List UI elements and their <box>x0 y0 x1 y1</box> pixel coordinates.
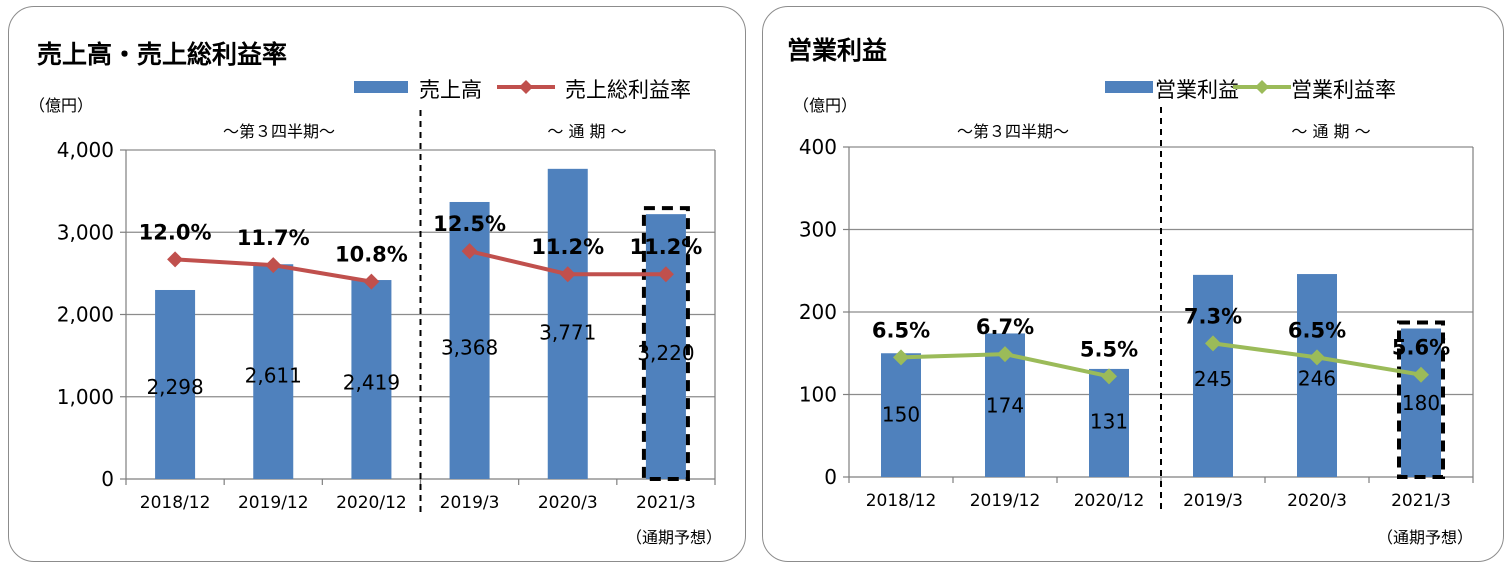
bar-value-label: 3,368 <box>441 335 498 359</box>
margin-value-label: 11.2% <box>629 235 702 259</box>
y-tick-label: 4,000 <box>57 138 114 162</box>
bar-value-label: 3,771 <box>539 320 596 344</box>
bar-2021/3 <box>645 214 686 479</box>
bar-value-label: 246 <box>1298 367 1336 391</box>
margin-point-2019/3 <box>1205 335 1221 352</box>
margin-point-2021/3 <box>657 266 674 283</box>
margin-value-label: 5.5% <box>1080 337 1138 361</box>
x-tick-label: 2019/3 <box>440 493 500 513</box>
y-tick-label: 1,000 <box>57 385 114 409</box>
y-tick-label: 2,000 <box>57 303 114 327</box>
bar-value-label: 245 <box>1194 367 1232 391</box>
bar-value-label: 2,298 <box>146 375 203 399</box>
margin-point-2018/12 <box>167 251 184 268</box>
margin-point-2021/3 <box>1413 366 1429 383</box>
bar-2018/12 <box>881 353 921 477</box>
bar-value-label: 180 <box>1402 391 1440 415</box>
legend-line-marker <box>1255 80 1269 94</box>
bar-2018/12 <box>155 289 196 479</box>
bar-value-label: 3,220 <box>637 341 694 365</box>
margin-value-label: 11.2% <box>531 235 604 259</box>
margin-value-label: 6.5% <box>1288 318 1346 342</box>
margin-point-2020/3 <box>1309 349 1325 366</box>
margin-point-2019/12 <box>997 346 1013 363</box>
x-tick-label: 2020/3 <box>538 493 598 513</box>
margin-point-2019/3 <box>461 243 478 260</box>
x-tick-label: 2018/12 <box>140 493 211 513</box>
y-tick-label: 200 <box>799 300 837 324</box>
bar-2020/3 <box>547 168 588 479</box>
bar-2021/3 <box>1401 328 1441 477</box>
bar-value-label: 2,611 <box>245 363 302 387</box>
x-tick-label: 2020/12 <box>336 493 407 513</box>
group-label-annual: ～ 通 期 ～ <box>547 122 626 141</box>
group-label-annual: ～ 通 期 ～ <box>1291 122 1370 141</box>
x-tick-label: 2020/3 <box>1287 491 1347 511</box>
margin-value-label: 6.5% <box>872 318 930 342</box>
x-tick-label: 2021/3 <box>1391 491 1451 511</box>
margin-value-label: 12.0% <box>139 220 212 244</box>
legend-line-label: 売上総利益率 <box>565 78 691 102</box>
margin-point-2018/12 <box>893 349 909 366</box>
bar-value-label: 174 <box>986 393 1024 417</box>
x-tick-label: 2018/12 <box>866 491 937 511</box>
margin-point-2020/12 <box>363 273 380 290</box>
group-label-quarterly: ～第３四半期～ <box>957 122 1069 141</box>
operating-profit-chart-panel: 営業利益 （億円） 営業利益 営業利益率 0 100 200 300 400 ～第３四半期～～ 通… <box>762 6 1504 562</box>
x-tick-label: 2019/12 <box>238 493 309 513</box>
bar-2020/3 <box>1297 274 1337 477</box>
chart-title: 営業利益 <box>787 36 887 65</box>
bar-value-label: 150 <box>882 402 920 426</box>
legend-bar-label: 営業利益 <box>1155 78 1239 102</box>
margin-value-label: 6.7% <box>976 315 1034 339</box>
forecast-note: （通期予想） <box>1377 528 1473 547</box>
bar-value-label: 2,419 <box>343 370 400 394</box>
bar-2020/12 <box>351 280 392 479</box>
sales-chart-panel: 売上高・売上総利益率 （億円） 売上高 売上総利益率 0 1,000 2,000 3,000 4… <box>8 6 746 562</box>
bar-2019/3 <box>1193 274 1233 477</box>
margin-value-label: 11.7% <box>237 226 310 250</box>
x-tick-label: 2019/3 <box>1183 491 1243 511</box>
sales-chart-svg: 売上高・売上総利益率 （億円） 売上高 売上総利益率 0 1,000 2,000 3,000 4… <box>29 40 722 547</box>
y-tick-label: 3,000 <box>57 220 114 244</box>
chart-title: 売上高・売上総利益率 <box>37 40 287 69</box>
legend-bar-swatch <box>354 81 408 93</box>
x-tick-label: 2020/12 <box>1074 491 1145 511</box>
y-tick-label: 0 <box>824 465 837 489</box>
forecast-highlight-box <box>1397 320 1445 479</box>
legend-line-label: 営業利益率 <box>1291 78 1396 102</box>
bar-2020/12 <box>1089 368 1129 477</box>
margin-point-2020/12 <box>1101 368 1117 385</box>
forecast-note: （通期予想） <box>626 528 722 547</box>
x-tick-label: 2019/12 <box>970 491 1041 511</box>
forecast-highlight-box <box>641 206 690 481</box>
y-tick-label: 300 <box>799 218 837 242</box>
margin-value-label: 12.5% <box>433 212 506 236</box>
y-tick-label: 100 <box>799 383 837 407</box>
x-tick-label: 2021/3 <box>636 493 696 513</box>
legend-bar-label: 売上高 <box>419 78 482 102</box>
y-tick-label: 400 <box>799 135 837 159</box>
margin-point-2020/3 <box>559 266 576 283</box>
legend-bar-swatch <box>1105 81 1153 93</box>
legend-line-marker <box>519 80 533 94</box>
bar-2019/12 <box>253 264 294 479</box>
margin-point-2019/12 <box>265 257 282 274</box>
margin-value-label: 10.8% <box>335 243 408 267</box>
y-unit-label: （億円） <box>29 96 93 115</box>
group-label-quarterly: ～第３四半期～ <box>223 122 335 141</box>
bar-value-label: 131 <box>1090 409 1128 433</box>
margin-value-label: 7.3% <box>1184 304 1242 328</box>
margin-value-label: 5.6% <box>1392 336 1450 360</box>
y-tick-label: 0 <box>101 467 114 491</box>
y-unit-label: （億円） <box>793 96 857 115</box>
